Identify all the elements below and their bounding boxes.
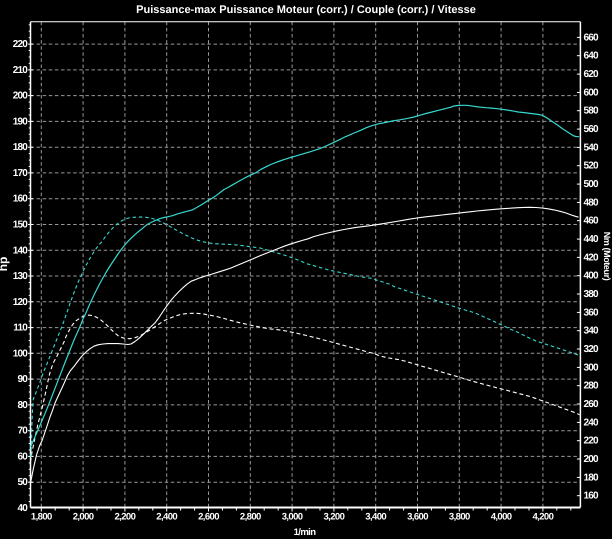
svg-text:160: 160 bbox=[13, 194, 29, 205]
svg-text:120: 120 bbox=[13, 297, 29, 308]
svg-text:220: 220 bbox=[13, 39, 29, 50]
svg-text:130: 130 bbox=[13, 271, 29, 282]
svg-text:640: 640 bbox=[584, 51, 600, 62]
svg-text:4,200: 4,200 bbox=[533, 512, 554, 523]
svg-text:1,800: 1,800 bbox=[31, 512, 52, 523]
svg-text:190: 190 bbox=[13, 116, 29, 127]
svg-text:210: 210 bbox=[13, 65, 29, 76]
svg-text:3,400: 3,400 bbox=[365, 512, 386, 523]
svg-text:70: 70 bbox=[17, 426, 28, 437]
svg-text:380: 380 bbox=[584, 289, 600, 300]
svg-text:140: 140 bbox=[13, 245, 29, 256]
svg-text:2,800: 2,800 bbox=[240, 512, 261, 523]
svg-text:540: 540 bbox=[584, 142, 600, 153]
svg-text:80: 80 bbox=[17, 400, 28, 411]
svg-text:320: 320 bbox=[584, 344, 600, 355]
svg-text:620: 620 bbox=[584, 69, 600, 80]
svg-text:2,400: 2,400 bbox=[156, 512, 177, 523]
svg-text:Nm (Moteur): Nm (Moteur) bbox=[602, 232, 612, 281]
svg-text:240: 240 bbox=[584, 417, 600, 428]
svg-text:500: 500 bbox=[584, 179, 600, 190]
svg-text:2,000: 2,000 bbox=[73, 512, 94, 523]
svg-text:90: 90 bbox=[17, 374, 28, 385]
svg-text:2,600: 2,600 bbox=[198, 512, 219, 523]
svg-text:440: 440 bbox=[584, 234, 600, 245]
svg-text:160: 160 bbox=[584, 491, 600, 502]
svg-text:40: 40 bbox=[17, 503, 28, 514]
svg-text:200: 200 bbox=[584, 454, 600, 465]
svg-text:280: 280 bbox=[584, 381, 600, 392]
svg-text:1/min: 1/min bbox=[294, 527, 317, 538]
svg-text:460: 460 bbox=[584, 216, 600, 227]
svg-text:180: 180 bbox=[13, 142, 29, 153]
svg-text:260: 260 bbox=[584, 399, 600, 410]
svg-text:3,000: 3,000 bbox=[282, 512, 303, 523]
svg-text:340: 340 bbox=[584, 326, 600, 337]
svg-text:600: 600 bbox=[584, 87, 600, 98]
svg-text:2,200: 2,200 bbox=[115, 512, 136, 523]
svg-text:100: 100 bbox=[13, 348, 29, 359]
svg-text:50: 50 bbox=[17, 477, 28, 488]
svg-text:60: 60 bbox=[17, 451, 28, 462]
svg-text:170: 170 bbox=[13, 168, 29, 179]
svg-text:560: 560 bbox=[584, 124, 600, 135]
svg-text:3,800: 3,800 bbox=[449, 512, 470, 523]
svg-text:150: 150 bbox=[13, 220, 29, 231]
svg-text:360: 360 bbox=[584, 307, 600, 318]
svg-text:Puissance-max Puissance Moteur: Puissance-max Puissance Moteur (corr.) /… bbox=[136, 4, 476, 16]
svg-text:3,200: 3,200 bbox=[324, 512, 345, 523]
svg-text:3,600: 3,600 bbox=[407, 512, 428, 523]
svg-text:4,000: 4,000 bbox=[491, 512, 512, 523]
svg-text:520: 520 bbox=[584, 161, 600, 172]
svg-text:660: 660 bbox=[584, 32, 600, 43]
svg-text:300: 300 bbox=[584, 362, 600, 373]
svg-text:hp: hp bbox=[0, 257, 10, 272]
svg-text:200: 200 bbox=[13, 91, 29, 102]
svg-text:480: 480 bbox=[584, 197, 600, 208]
svg-text:420: 420 bbox=[584, 252, 600, 263]
svg-text:180: 180 bbox=[584, 472, 600, 483]
svg-text:110: 110 bbox=[13, 323, 28, 334]
svg-text:400: 400 bbox=[584, 271, 600, 282]
svg-text:580: 580 bbox=[584, 106, 600, 117]
svg-text:220: 220 bbox=[584, 436, 600, 447]
